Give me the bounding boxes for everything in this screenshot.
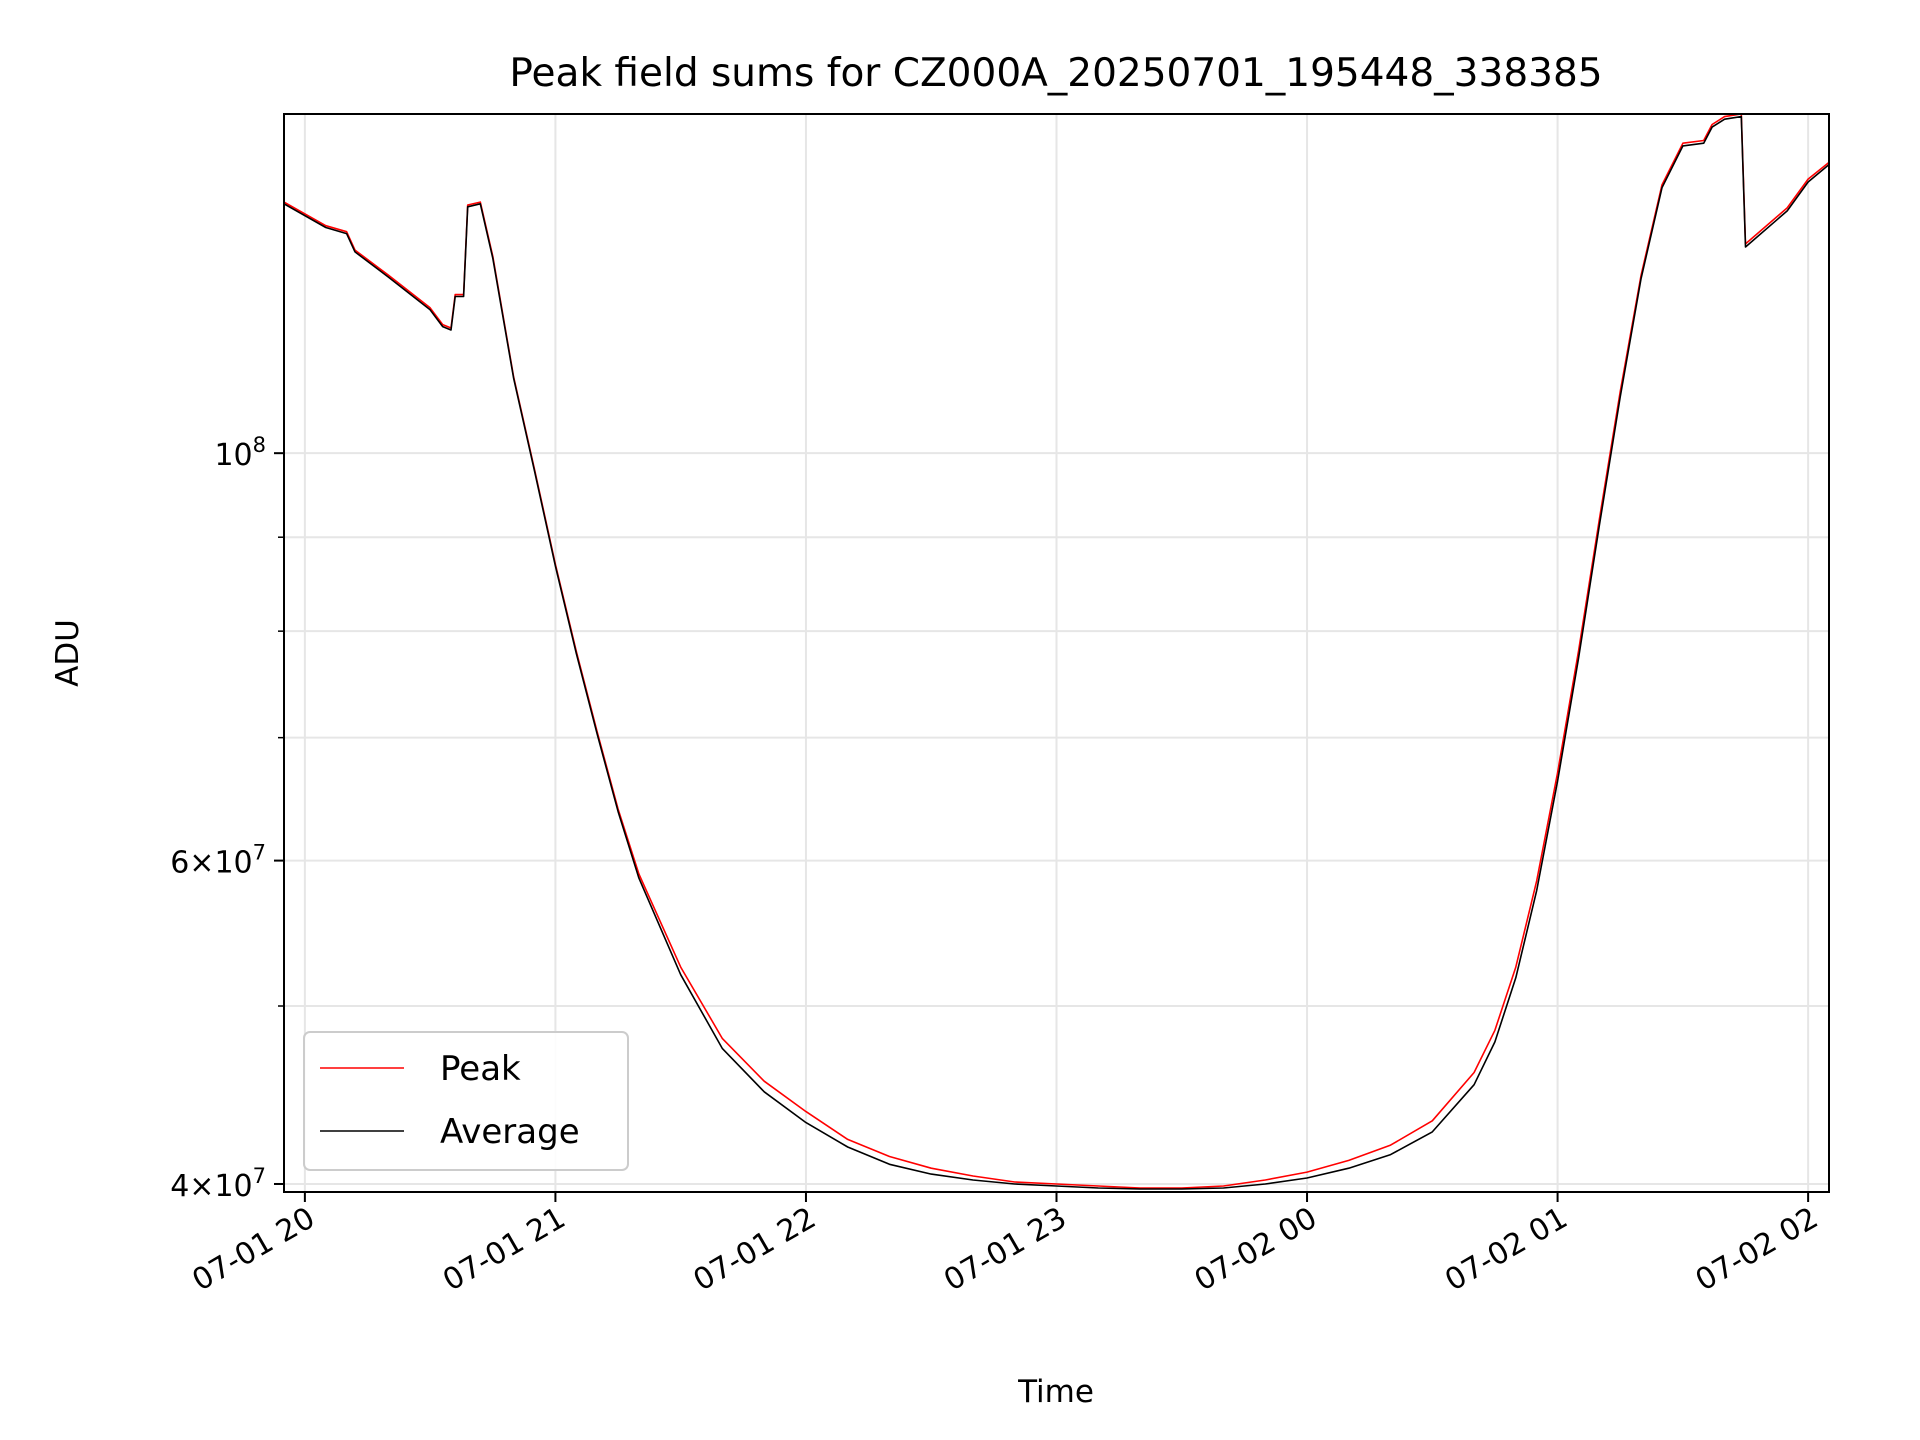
legend-label-average: Average [440, 1112, 580, 1152]
y-axis: 4×107 6×107 108 [170, 433, 284, 1204]
chart-title: Peak field sums for CZ000A_20250701_1954… [509, 51, 1602, 96]
plot-area [284, 114, 1829, 1190]
legend: Peak Average [303, 1031, 629, 1171]
y-axis-title: ADU [50, 619, 86, 687]
series-line-average [284, 115, 1829, 1190]
grid [284, 114, 1829, 1192]
legend-label-peak: Peak [440, 1049, 521, 1089]
series-layer [284, 114, 1829, 1190]
y-tick-label: 6×107 [170, 841, 266, 881]
y-tick-label: 108 [214, 433, 266, 473]
x-axis-title: Time [1017, 1374, 1094, 1410]
legend-box [303, 1031, 629, 1171]
y-tick-label: 4×107 [170, 1164, 266, 1204]
